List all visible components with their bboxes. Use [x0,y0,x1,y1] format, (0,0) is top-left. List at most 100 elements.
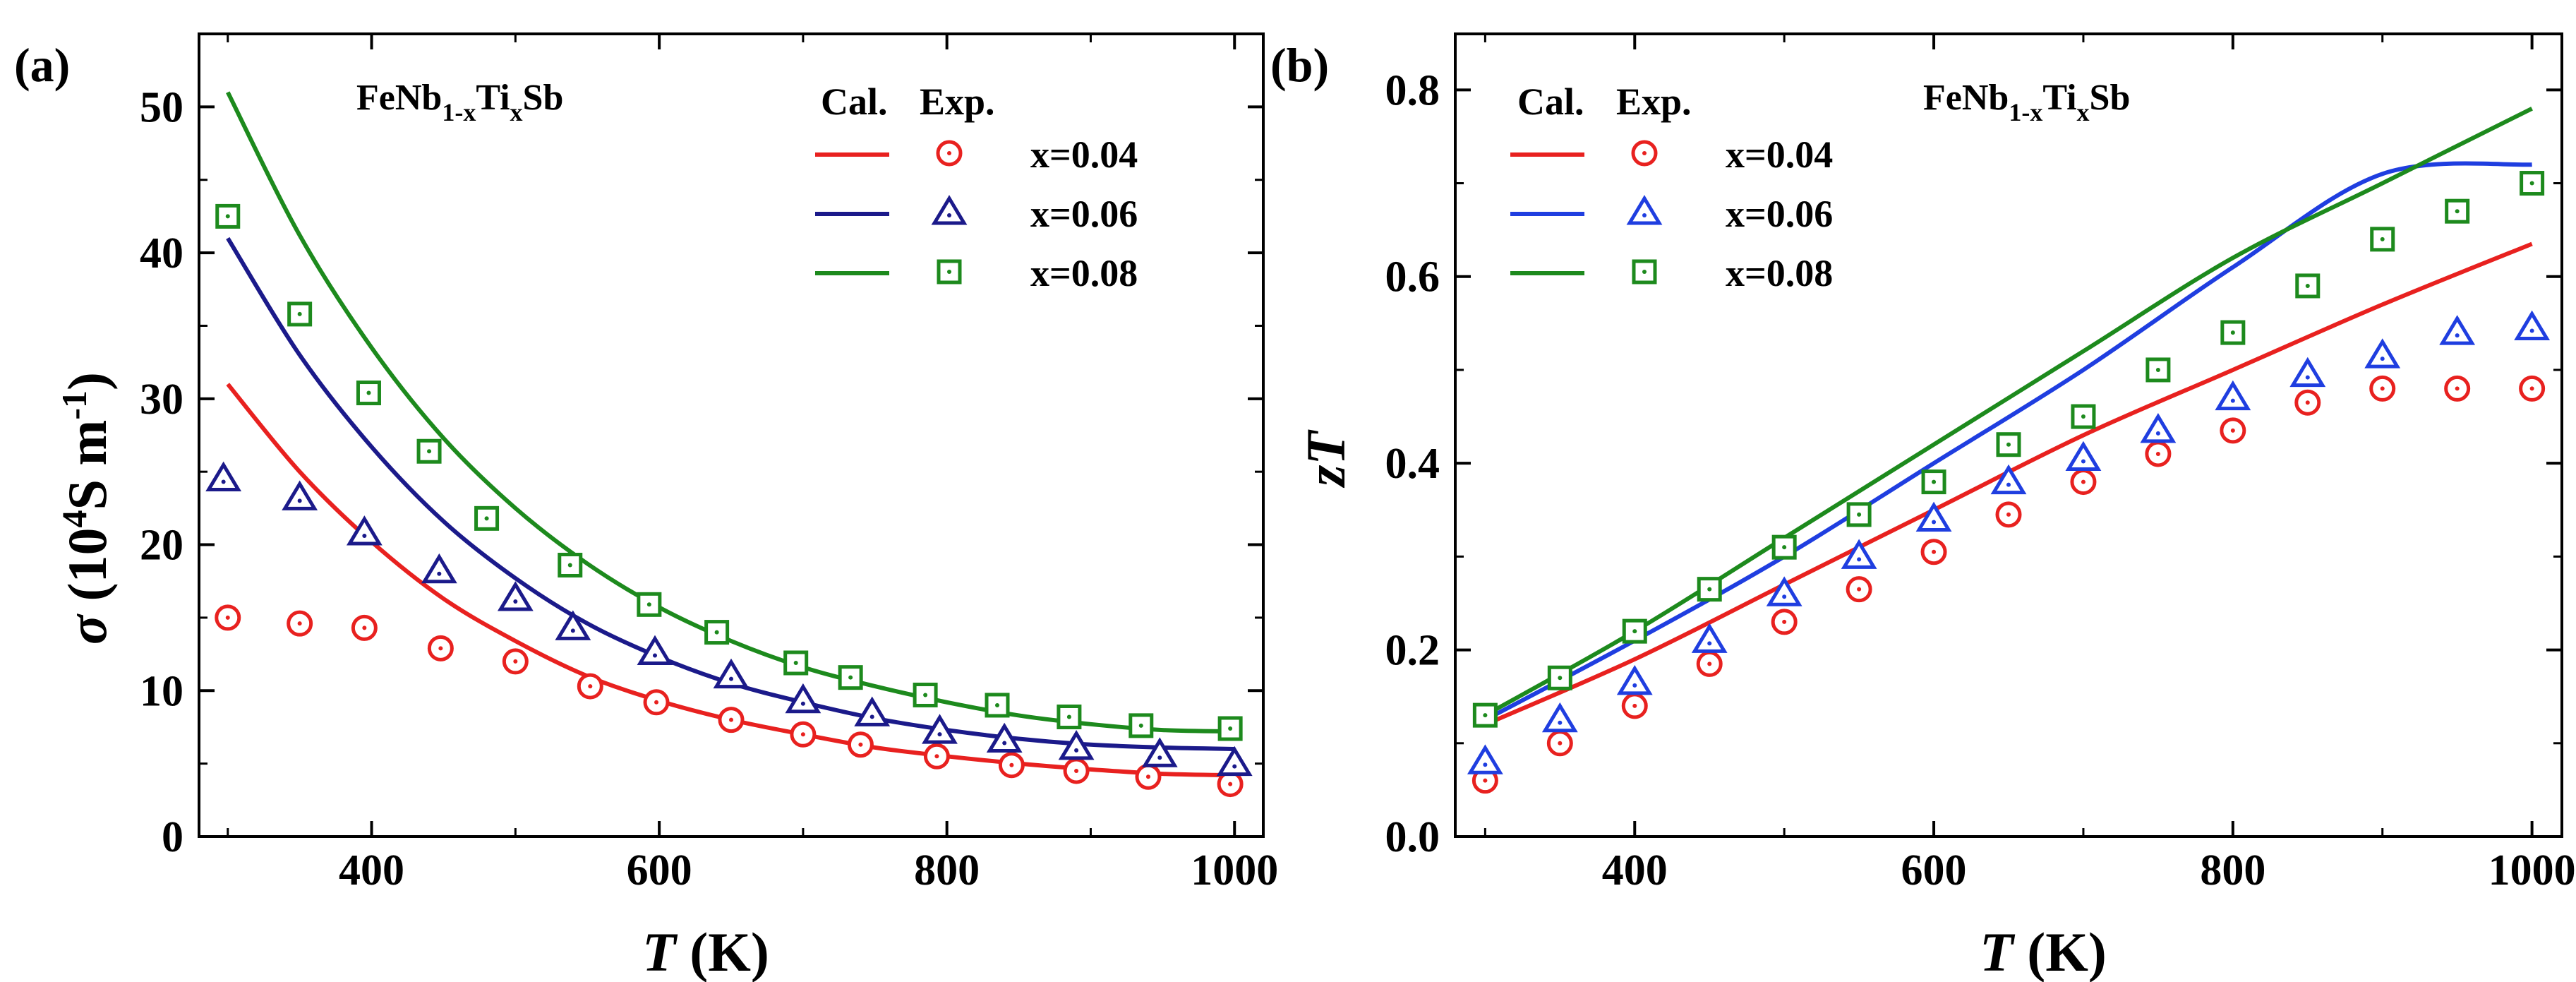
panel-a-exp-point-0-dot [858,742,863,747]
panel-b-exp-point-1-dot [1857,557,1862,562]
panel-b-legend-label-2: x=0.08 [1726,252,1833,294]
panel-b-exp-point-1-dot [1632,683,1637,688]
panel-a-exp-point-2-shape [474,505,500,531]
panel-a-exp-point-2 [913,682,938,707]
panel-a-formula: FeNb1-xTixSb [356,78,563,126]
panel-a-exp-point-0-dot [800,732,805,737]
panel-b-exp-point-0-dot [1932,549,1937,554]
panel-a-ticks: 400 600 800 1000 0 10 20 30 40 50 [140,32,1278,894]
panel-a-exp-point-1-dot [362,534,367,539]
panel-a-exp-point-1-shape [1141,737,1178,767]
panel-a-exp-point-2-dot [995,702,999,707]
panel-b-exp-point-2 [2295,273,2321,299]
panel-b-exp-point-2-dot [1932,479,1937,484]
panel-b-exp-point-1 [1990,464,2027,495]
panel-a-exp-point-1-shape [785,683,821,714]
panel-a-exp-point-0-dot [934,754,939,759]
panel-a-exp-point-1-shape [922,714,958,744]
panel-b-exp-point-1-dot [2529,328,2534,333]
panel-a-y-tick-label: 20 [140,522,183,570]
panel-a-y-tick-label: 0 [162,813,183,861]
panel-a-exp-point-0-dot [438,646,443,651]
panel-a-exp-point-1 [346,515,383,546]
panel-b-legend-marker-1-shape [1626,195,1663,225]
panel-b-x-tick-label: 800 [2200,846,2265,894]
panel-b-legend-header-cal: Cal. [1517,80,1584,123]
panel-a-exp-point-1 [282,480,318,510]
panel-b-formula: FeNb1-xTixSb [1923,78,2130,126]
panel-b-exp-point-2-dot [2455,209,2460,214]
panel-b-exp-point-1 [2289,357,2326,388]
panel-b-exp-point-1-dot [2081,459,2086,464]
panel-b-exp-point-0 [1621,693,1648,719]
panel-b-ticks: 400 600 800 1000 0.0 0.2 0.4 0.6 0.8 [1385,34,2576,894]
panel-b-exp-point-0 [1771,609,1798,635]
panel-a-exp-point-0-dot [729,717,733,722]
panel-b-exp-point-0-dot [2529,386,2534,391]
panel-a-legend-marker-0-dot [947,151,951,155]
panel-a-exp-point-2-dot [1138,723,1143,728]
panel-a-exp-point-0 [1217,771,1244,798]
panel-a-exp-point-1-dot [869,714,874,719]
panel-b-exp-point-1-dot [2155,431,2160,436]
panel-b-exp-point-1-dot [2006,482,2011,487]
panel-a-exp-point-1-shape [205,461,242,492]
panel-b-label: (b) [1270,38,1329,92]
panel-b-exp-point-2-dot [1707,587,1712,592]
panel-b-exp-point-1-shape [2289,357,2326,388]
panel-a-legend-header-cal: Cal. [821,80,888,123]
panel-b-exp-point-2-dot [1483,713,1488,718]
panel-b-exp-point-1-dot [2230,398,2235,403]
panel-a-exp-point-0 [847,731,874,758]
panel-b-exp-point-2 [2370,227,2395,252]
panel-b-exp-point-1 [1541,702,1578,733]
panel-b-legend-marker-2-dot [1642,270,1647,274]
panel-a-exp-point-2-dot [646,602,651,607]
panel-a-exp-point-1 [785,683,821,714]
panel-b-y-tick-label: 0.0 [1385,813,1440,861]
panel-b-exp-point-0 [2294,389,2321,416]
panel-a-exp-point-2 [1128,713,1154,738]
panel-a-exp-point-1 [421,553,457,584]
panel-a-y-axis-label: σ (104S m-1) [54,372,118,645]
panel-a-exp-point-0 [998,752,1025,779]
panel-b-exp-point-2-dot [2155,367,2160,372]
panel-a-legend-marker-0 [936,140,963,167]
panel-a-exp-point-1-shape [637,635,673,666]
panel-b-exp-point-2-dot [1632,629,1637,634]
panel-a-exp-point-0 [287,610,313,637]
panel-a-exp-point-2-dot [225,214,230,219]
panel-a-exp-point-1-dot [937,732,942,737]
panel-a-exp-point-0-dot [588,684,593,689]
panel-a-legend-marker-2 [937,259,962,285]
panel-b-y-tick-label: 0.2 [1385,627,1440,675]
panel-b-y-tick-label: 0.8 [1385,66,1440,114]
panel-b-exp-point-1 [2215,380,2251,411]
panel-b-exp-point-1-shape [1915,501,1952,532]
panel-a-exp-point-1 [854,696,891,726]
panel-a-exp-point-1-dot [652,653,657,658]
panel-b-plot-area [1454,32,2563,838]
panel-b-exp-point-0 [2519,375,2546,402]
panel-b-exp-point-2 [1472,702,1498,728]
panel-a-exp-point-2 [287,301,313,327]
panel-b-exp-point-0-dot [2230,428,2235,433]
panel-a-y-tick-label: 50 [140,83,183,131]
panel-a-exp-point-2 [356,381,381,406]
panel-a-exp-point-1-dot [297,498,302,503]
panel-b-x-axis-label: T (K) [1980,921,2107,982]
panel-b-exp-point-2 [1771,534,1797,560]
panel-a-exp-point-2-dot [848,675,853,680]
panel-a-plot-area [198,32,1265,838]
panel-a-exp-point-2-dot [297,311,302,316]
panel-a-exp-point-1 [1141,737,1178,767]
panel-b-exp-point-2-dot [2380,236,2385,241]
panel-a-exp-point-0-dot [1228,782,1233,786]
panel-a-exp-point-2-dot [567,563,572,568]
panel-b-exp-point-1 [1841,539,1877,569]
panel-a-exp-point-2 [704,620,730,645]
panel-b-exp-point-1-dot [1932,520,1937,525]
panel-b-legend-label-0: x=0.04 [1726,133,1833,176]
panel-a-legend-marker-1-shape [931,195,968,225]
panel-a-exp-point-1-shape [1058,730,1095,760]
